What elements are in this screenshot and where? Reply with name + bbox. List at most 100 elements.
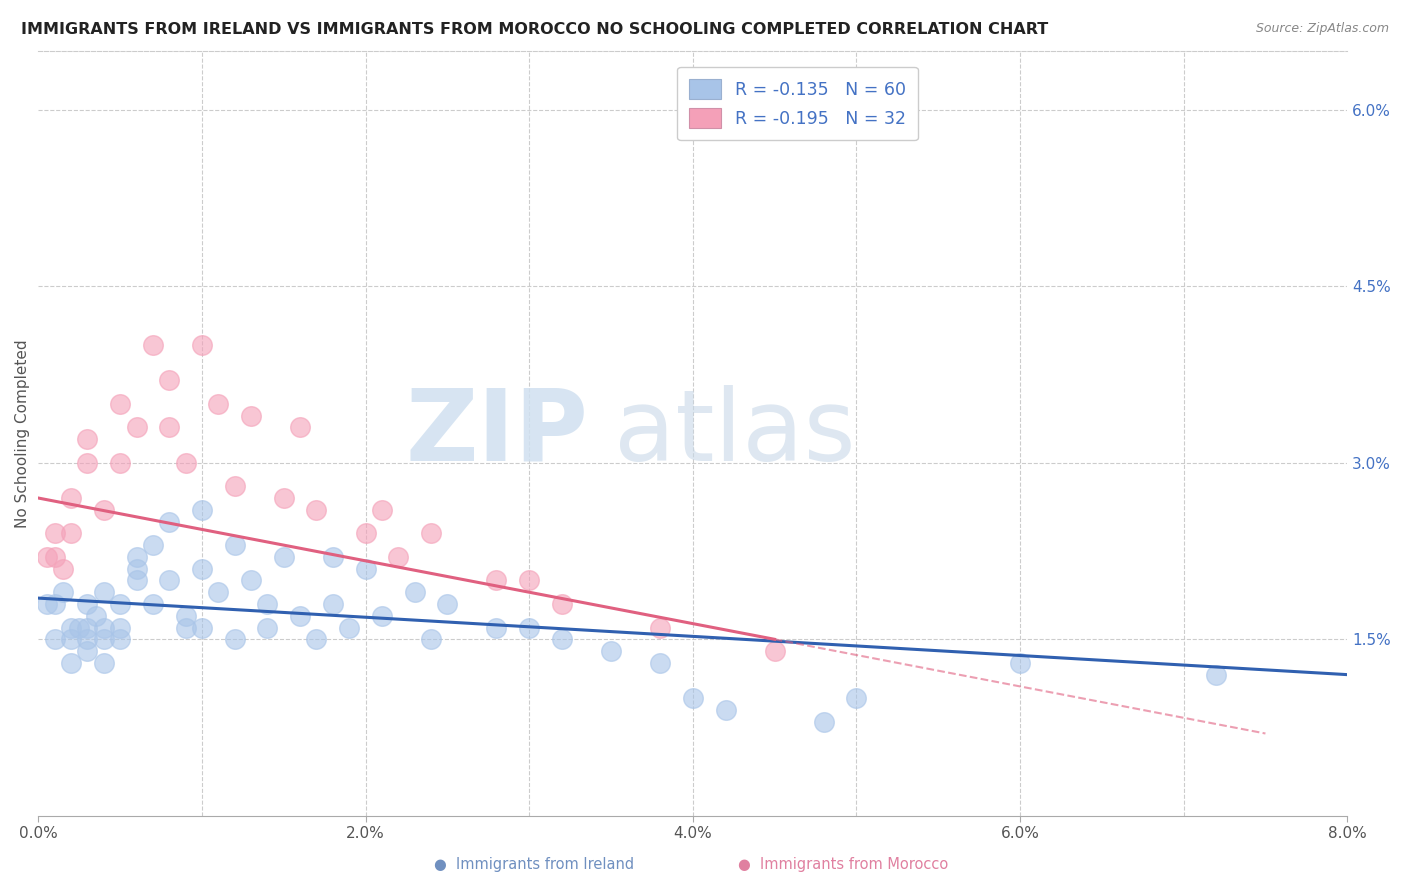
Point: [191, 562, 214, 576]
Point: [240, 574, 263, 588]
Point: [256, 621, 278, 635]
Point: [60, 621, 83, 635]
Point: [76, 632, 98, 647]
Point: [485, 574, 508, 588]
Point: [67, 621, 90, 635]
Point: [142, 538, 165, 552]
Point: [44, 549, 66, 564]
Point: [763, 644, 786, 658]
Point: [76, 597, 98, 611]
Point: [485, 621, 508, 635]
Point: [207, 397, 229, 411]
Point: [52, 585, 75, 599]
Point: [125, 562, 148, 576]
Point: [648, 621, 671, 635]
Legend: R = -0.135   N = 60, R = -0.195   N = 32: R = -0.135 N = 60, R = -0.195 N = 32: [678, 67, 918, 140]
Point: [60, 491, 83, 505]
Point: [76, 432, 98, 446]
Point: [125, 549, 148, 564]
Point: [420, 632, 443, 647]
Point: [517, 621, 540, 635]
Point: [600, 644, 623, 658]
Point: [337, 621, 360, 635]
Point: [322, 597, 344, 611]
Text: ZIP: ZIP: [405, 384, 588, 482]
Point: [288, 608, 311, 623]
Point: [93, 632, 115, 647]
Point: [142, 597, 165, 611]
Point: [322, 549, 344, 564]
Point: [60, 656, 83, 670]
Point: [371, 608, 394, 623]
Point: [305, 632, 328, 647]
Point: [371, 503, 394, 517]
Point: [157, 574, 180, 588]
Point: [108, 632, 131, 647]
Point: [648, 656, 671, 670]
Point: [714, 703, 737, 717]
Point: [44, 632, 66, 647]
Point: [174, 621, 197, 635]
Point: [191, 621, 214, 635]
Text: IMMIGRANTS FROM IRELAND VS IMMIGRANTS FROM MOROCCO NO SCHOOLING COMPLETED CORREL: IMMIGRANTS FROM IRELAND VS IMMIGRANTS FR…: [21, 22, 1049, 37]
Point: [108, 397, 131, 411]
Text: atlas: atlas: [614, 384, 856, 482]
Point: [420, 526, 443, 541]
Point: [60, 632, 83, 647]
Y-axis label: No Schooling Completed: No Schooling Completed: [15, 339, 30, 527]
Point: [224, 479, 246, 493]
Point: [387, 549, 409, 564]
Point: [76, 644, 98, 658]
Point: [108, 597, 131, 611]
Point: [191, 338, 214, 352]
Point: [157, 515, 180, 529]
Point: [517, 574, 540, 588]
Point: [240, 409, 263, 423]
Point: [84, 608, 107, 623]
Point: [1008, 656, 1031, 670]
Point: [551, 597, 574, 611]
Point: [35, 549, 58, 564]
Point: [108, 456, 131, 470]
Point: [52, 562, 75, 576]
Point: [44, 526, 66, 541]
Point: [93, 621, 115, 635]
Point: [76, 456, 98, 470]
Point: [273, 491, 295, 505]
Text: ●  Immigrants from Morocco: ● Immigrants from Morocco: [738, 857, 949, 872]
Point: [60, 526, 83, 541]
Point: [273, 549, 295, 564]
Point: [93, 503, 115, 517]
Point: [305, 503, 328, 517]
Point: [551, 632, 574, 647]
Point: [224, 538, 246, 552]
Point: [93, 656, 115, 670]
Point: [224, 632, 246, 647]
Point: [1205, 667, 1227, 681]
Text: Source: ZipAtlas.com: Source: ZipAtlas.com: [1256, 22, 1389, 36]
Point: [436, 597, 458, 611]
Point: [354, 562, 377, 576]
Point: [125, 420, 148, 434]
Point: [845, 691, 868, 706]
Point: [142, 338, 165, 352]
Point: [404, 585, 426, 599]
Point: [44, 597, 66, 611]
Point: [813, 714, 835, 729]
Point: [35, 597, 58, 611]
Point: [93, 585, 115, 599]
Text: ●  Immigrants from Ireland: ● Immigrants from Ireland: [434, 857, 634, 872]
Point: [108, 621, 131, 635]
Point: [682, 691, 704, 706]
Point: [157, 420, 180, 434]
Point: [76, 621, 98, 635]
Point: [157, 373, 180, 387]
Point: [288, 420, 311, 434]
Point: [191, 503, 214, 517]
Point: [207, 585, 229, 599]
Point: [174, 608, 197, 623]
Point: [256, 597, 278, 611]
Point: [174, 456, 197, 470]
Point: [354, 526, 377, 541]
Point: [125, 574, 148, 588]
